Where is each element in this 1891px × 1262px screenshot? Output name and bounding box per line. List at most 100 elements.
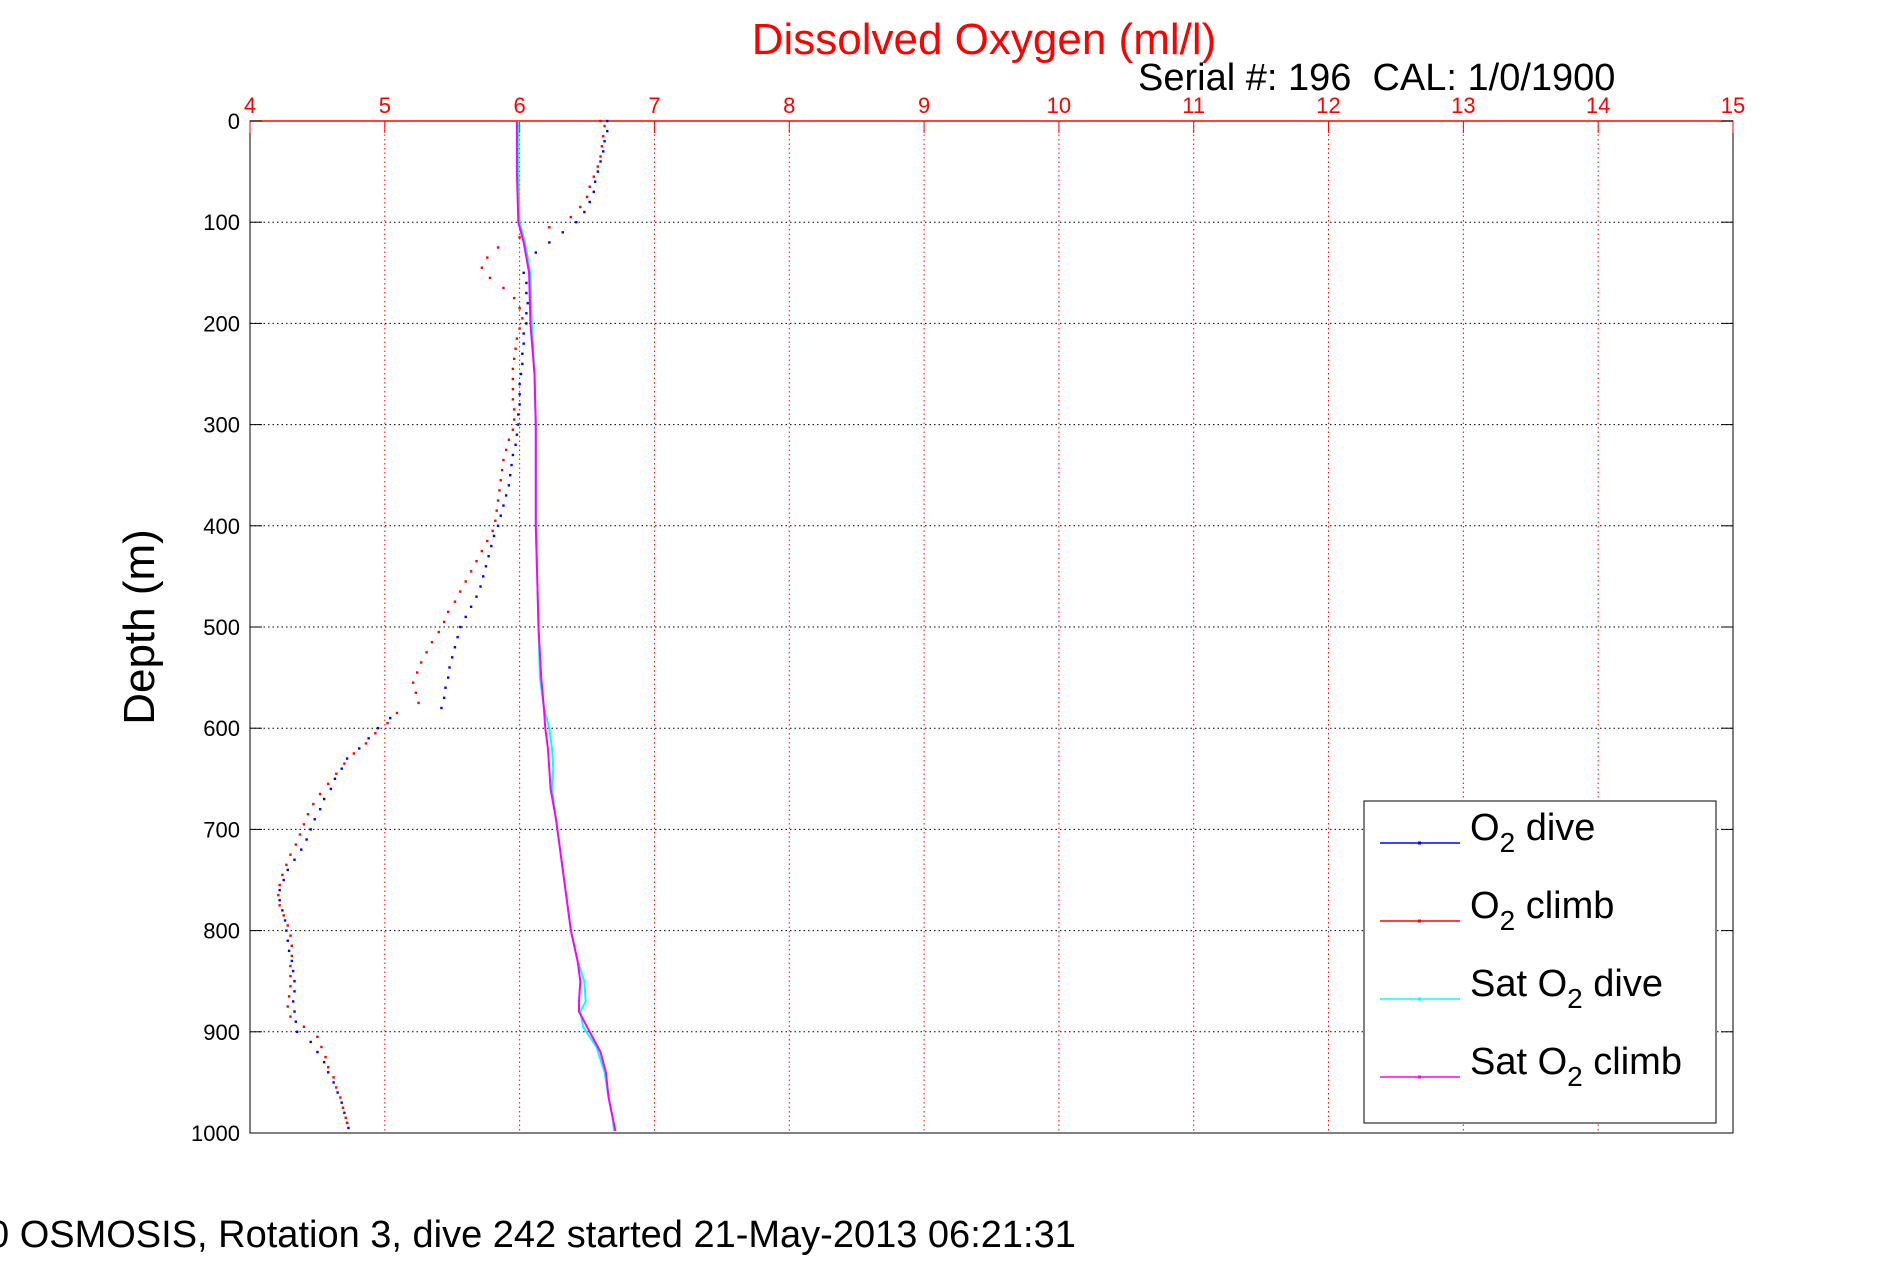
data-point — [442, 696, 446, 700]
data-point — [495, 509, 498, 512]
chart-title: Dissolved Oxygen (ml/l) — [752, 15, 1217, 64]
data-point — [475, 595, 478, 598]
data-point — [500, 468, 504, 472]
data-point — [286, 924, 289, 927]
data-point — [278, 899, 281, 902]
data-point — [282, 878, 285, 882]
data-point — [518, 403, 521, 406]
data-point — [395, 711, 399, 715]
data-point — [480, 549, 484, 553]
data-point — [282, 914, 285, 917]
data-point — [437, 630, 440, 634]
data-point — [600, 145, 604, 148]
data-point — [469, 570, 473, 573]
data-point — [593, 180, 597, 183]
data-point — [289, 974, 292, 978]
data-point — [525, 291, 528, 295]
data-point — [448, 666, 451, 669]
data-point — [575, 221, 578, 224]
data-point — [286, 868, 289, 872]
data-point — [343, 1111, 346, 1114]
data-point — [456, 635, 459, 639]
legend-entry: Sat O2 climb — [1380, 1041, 1682, 1092]
data-point — [606, 129, 609, 133]
serial-calibration-label: Serial #: 196 CAL: 1/0/1900 — [1138, 57, 1615, 99]
data-point — [335, 1086, 338, 1089]
legend-entry: O2 dive — [1380, 807, 1595, 858]
data-point — [281, 909, 284, 912]
data-point — [521, 317, 524, 320]
data-point — [289, 853, 292, 856]
data-point — [278, 904, 281, 907]
data-point — [502, 458, 505, 462]
x-tick-label: 11 — [1182, 93, 1205, 118]
data-point — [603, 124, 606, 128]
data-point — [518, 393, 521, 396]
data-point — [453, 600, 457, 603]
data-point — [511, 367, 515, 371]
data-point — [599, 155, 602, 158]
data-point — [283, 919, 287, 922]
data-point — [389, 716, 392, 720]
data-point — [332, 1076, 335, 1079]
legend-marker — [1418, 919, 1421, 923]
y-tick-label: 400 — [203, 514, 240, 539]
data-point — [496, 246, 500, 249]
data-point — [290, 954, 293, 958]
data-point — [603, 140, 606, 143]
data-point — [496, 524, 500, 527]
data-point — [534, 251, 538, 254]
data-point — [386, 721, 389, 725]
data-point — [333, 777, 337, 780]
data-point — [289, 985, 292, 988]
data-point — [291, 969, 295, 973]
data-point — [290, 944, 293, 947]
data-point — [345, 757, 349, 760]
series-line — [517, 121, 615, 1132]
x-tick-label: 14 — [1586, 93, 1610, 118]
data-point — [340, 1101, 343, 1104]
series-o2-dive — [278, 119, 609, 1130]
data-point — [285, 863, 288, 867]
data-point — [415, 671, 419, 674]
data-point — [513, 418, 516, 421]
data-point — [464, 580, 467, 583]
data-point — [309, 1040, 312, 1044]
data-point — [345, 1121, 349, 1125]
data-point — [596, 165, 600, 168]
data-point — [525, 281, 528, 285]
data-point — [287, 995, 291, 998]
data-point — [515, 433, 519, 436]
data-point — [490, 544, 493, 548]
data-point — [281, 873, 284, 877]
data-point — [442, 620, 446, 624]
data-point — [502, 504, 505, 507]
data-point — [293, 1010, 296, 1013]
data-point — [525, 312, 528, 315]
x-tick-label: 5 — [379, 93, 391, 118]
data-point — [318, 792, 322, 796]
data-point — [364, 742, 368, 745]
dive-caption: 0 OSMOSIS, Rotation 3, dive 242 started … — [0, 1214, 1076, 1256]
data-point — [295, 1030, 299, 1033]
data-point — [316, 1050, 319, 1054]
series-line — [515, 121, 617, 1132]
data-point — [511, 377, 515, 381]
data-point — [332, 1081, 335, 1084]
data-point — [336, 1091, 339, 1094]
data-point — [278, 883, 281, 887]
y-tick-label: 900 — [203, 1020, 240, 1045]
data-point — [498, 489, 501, 492]
data-point — [518, 382, 521, 386]
data-point — [446, 676, 450, 679]
data-point — [517, 413, 520, 416]
data-point — [602, 134, 605, 138]
data-point — [451, 656, 454, 659]
data-point — [414, 691, 418, 694]
data-point — [521, 362, 524, 366]
data-point — [291, 1000, 295, 1003]
data-point — [588, 185, 591, 188]
data-point — [480, 266, 484, 269]
legend-label: Sat O2 climb — [1470, 1041, 1682, 1092]
